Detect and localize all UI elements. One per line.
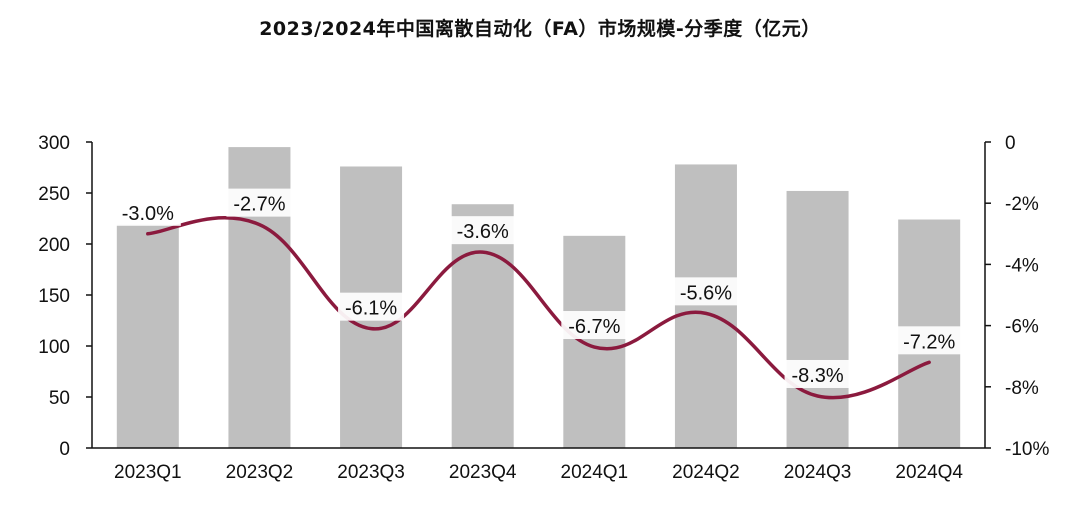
data-labels-layer: -3.0% -2.7% -6.1% -3.6% -6.7% -5.6% -8.3% -7.2% xyxy=(114,188,963,388)
data-label: -6.7% xyxy=(568,316,620,338)
data-label-2024Q4: -7.2% xyxy=(896,326,963,355)
data-label-bg xyxy=(226,188,293,217)
data-label-2023Q1: -3.0% xyxy=(114,197,181,226)
data-label: -7.2% xyxy=(903,331,955,353)
category-label: 2024Q1 xyxy=(561,462,629,483)
data-label-bg xyxy=(784,359,851,388)
data-label: -6.1% xyxy=(345,298,397,320)
data-label: -3.6% xyxy=(457,221,509,243)
bar-2024Q1 xyxy=(563,235,626,448)
category-label: 2024Q4 xyxy=(895,462,963,483)
left-tick-label: 200 xyxy=(38,235,70,256)
data-label-bg xyxy=(896,326,963,355)
left-tick-label: 250 xyxy=(38,184,70,205)
category-label: 2023Q2 xyxy=(226,462,294,483)
data-label: -5.6% xyxy=(680,282,732,304)
left-tick-label: 300 xyxy=(38,133,70,154)
left-tick-label: 50 xyxy=(49,388,70,409)
category-labels-layer: 2023Q1 2023Q2 2023Q3 2023Q4 2024Q1 2024Q2 2024… xyxy=(114,462,963,483)
data-label-2023Q3: -6.1% xyxy=(338,292,405,321)
bar-2024Q2 xyxy=(674,164,737,448)
data-label-bg xyxy=(449,216,516,245)
data-label-2024Q3: -8.3% xyxy=(784,359,851,388)
data-label: -3.0% xyxy=(122,203,174,225)
left-tick-label: 150 xyxy=(38,286,70,307)
bar-2024Q3 xyxy=(786,190,849,448)
right-tick-label: 0 xyxy=(1005,133,1016,154)
right-tick-label: -8% xyxy=(1005,378,1039,399)
right-tick-label: -2% xyxy=(1005,194,1039,215)
category-label: 2023Q1 xyxy=(114,462,182,483)
category-label: 2023Q4 xyxy=(449,462,517,483)
data-label-2023Q2: -2.7% xyxy=(226,188,293,217)
data-label-2024Q1: -6.7% xyxy=(561,311,628,340)
category-label: 2024Q3 xyxy=(784,462,852,483)
right-tick-label: -4% xyxy=(1005,255,1039,276)
right-tick-label: -10% xyxy=(1005,439,1049,460)
data-label-2023Q4: -3.6% xyxy=(449,216,516,245)
data-label-2024Q2: -5.6% xyxy=(672,277,739,306)
data-label-bg xyxy=(338,292,405,321)
left-tick-label: 0 xyxy=(59,439,70,460)
data-label: -2.7% xyxy=(233,194,285,216)
data-label: -8.3% xyxy=(791,365,843,387)
right-tick-label: -6% xyxy=(1005,317,1039,338)
bar-2023Q1 xyxy=(116,224,179,448)
category-label: 2023Q3 xyxy=(337,462,405,483)
data-label-bg xyxy=(114,197,181,226)
category-label: 2024Q2 xyxy=(672,462,740,483)
chart-title: 2023/2024年中国离散自动化（FA）市场规模-分季度（亿元） xyxy=(259,18,821,40)
left-tick-label: 100 xyxy=(38,337,70,358)
data-label-bg xyxy=(561,311,628,340)
right-ticks-layer: 0 -2% -4% -6% -8% -10% xyxy=(985,133,1049,460)
left-ticks-layer: 0 50 100 150 200 250 300 xyxy=(38,133,92,460)
bar-2023Q4 xyxy=(451,204,514,448)
data-label-bg xyxy=(672,277,739,306)
